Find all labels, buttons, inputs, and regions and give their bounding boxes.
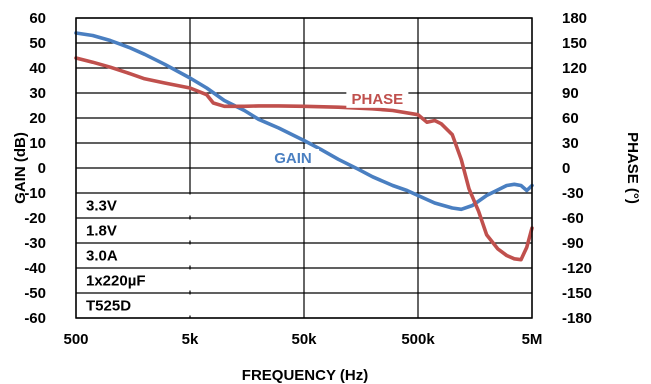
- x-axis-label: FREQUENCY (Hz): [242, 367, 368, 384]
- y-tick-label-left: 20: [29, 110, 46, 127]
- condition-label: 1.8V: [86, 223, 117, 240]
- y-tick-label-right: -30: [562, 185, 584, 202]
- y-tick-label-left: 0: [38, 160, 46, 177]
- y-axis-label-left: GAIN (dB): [12, 132, 29, 204]
- series-label-bg: [266, 149, 319, 167]
- condition-bg: [77, 269, 197, 291]
- y-tick-label-left: -60: [24, 310, 46, 327]
- y-tick-label-left: -30: [24, 235, 46, 252]
- series-gain-line: [74, 31, 534, 212]
- series-phase-line: [74, 56, 534, 262]
- y-tick-label-left: -10: [24, 185, 46, 202]
- y-tick-label-right: 30: [562, 135, 579, 152]
- x-tick-label: 5k: [182, 331, 199, 348]
- condition-label: 3.3V: [86, 198, 117, 215]
- y-tick-label-left: 10: [29, 135, 46, 152]
- tick-labels: -60 -50 -40 -30 -20 -10 0 10 20 30 40 50 60 -180 -150 -…: [24, 10, 592, 348]
- condition-label: 1x220µF: [86, 273, 146, 290]
- y-tick-label-right: 0: [562, 160, 570, 177]
- y-tick-label-left: 50: [29, 35, 46, 52]
- y-tick-label-left: 30: [29, 85, 46, 102]
- y-tick-label-left: -20: [24, 210, 46, 227]
- condition-bg: [77, 194, 197, 216]
- x-tick-label: 500: [63, 331, 88, 348]
- y-tick-label-left: -50: [24, 285, 46, 302]
- series-labels: GAIN PHASE: [266, 89, 409, 167]
- y-tick-label-left: -40: [24, 260, 46, 277]
- series-label-bg: [346, 89, 409, 108]
- test-conditions: 3.3V 1.8V 3.0A 1x220µF T525D: [77, 194, 197, 316]
- series-label-phase: PHASE: [352, 91, 404, 108]
- condition-bg: [77, 294, 197, 316]
- y-axis-label-right: PHASE (°): [624, 132, 641, 204]
- y-tick-label-left: 60: [29, 10, 46, 27]
- y-tick-label-right: 120: [562, 60, 587, 77]
- series-label-gain: GAIN: [274, 150, 312, 167]
- y-tick-label-right: -90: [562, 235, 584, 252]
- condition-label: 3.0A: [86, 248, 118, 265]
- condition-bg: [77, 219, 197, 241]
- y-tick-label-right: 150: [562, 35, 587, 52]
- y-tick-label-left: 40: [29, 60, 46, 77]
- y-tick-label-right: -120: [562, 260, 592, 277]
- plot-frame: [75, 17, 533, 319]
- condition-label: T525D: [86, 298, 131, 315]
- condition-bg: [77, 244, 197, 266]
- series-lines: [74, 31, 534, 262]
- y-tick-label-right: 90: [562, 85, 579, 102]
- y-tick-label-right: -60: [562, 210, 584, 227]
- x-tick-label: 50k: [291, 331, 317, 348]
- x-tick-label: 500k: [401, 331, 435, 348]
- x-tick-label: 5M: [522, 331, 543, 348]
- y-tick-label-right: -180: [562, 310, 592, 327]
- y-tick-label-right: 60: [562, 110, 579, 127]
- y-tick-label-right: 180: [562, 10, 587, 27]
- y-tick-label-right: -150: [562, 285, 592, 302]
